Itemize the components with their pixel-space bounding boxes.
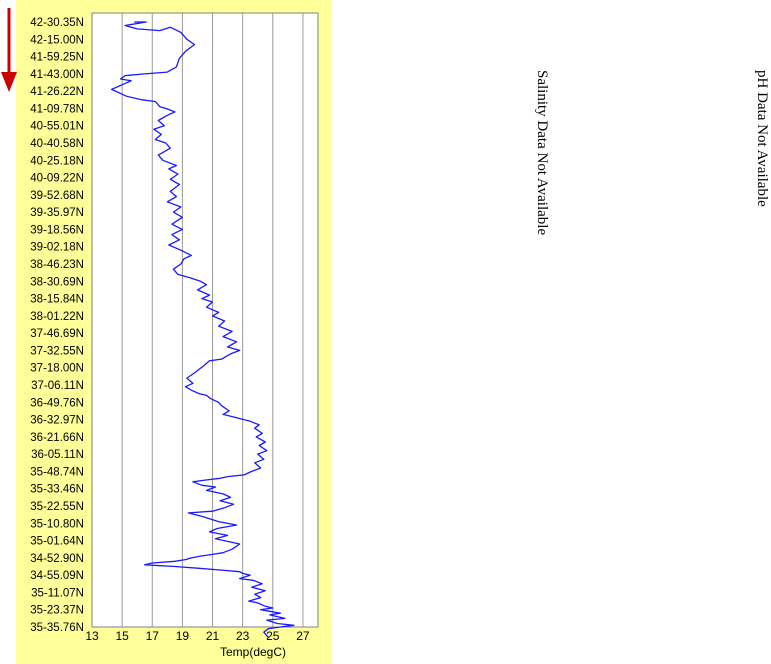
y-tick-label: 38-15.84N — [30, 294, 84, 306]
direction-arrow-icon — [1, 8, 17, 92]
x-tick-label: 17 — [146, 629, 160, 643]
temperature-line — [110, 21, 295, 638]
x-tick-label: 25 — [266, 629, 280, 643]
y-tick-label: 35-23.37N — [30, 605, 84, 617]
y-tick-label: 35-48.74N — [30, 466, 84, 478]
plot-area — [91, 12, 319, 628]
y-tick-label: 39-02.18N — [30, 242, 84, 254]
x-tick-label: 27 — [296, 629, 310, 643]
y-tick-label: 34-55.09N — [30, 570, 84, 582]
y-tick-label: 36-49.76N — [30, 397, 84, 409]
y-tick-label: 38-30.69N — [30, 276, 84, 288]
y-tick-label: 39-35.97N — [30, 207, 84, 219]
y-tick-label: 42-15.00N — [30, 34, 84, 46]
y-tick-label: 40-09.22N — [30, 173, 84, 185]
y-tick-label: 41-59.25N — [30, 52, 84, 64]
y-tick-label: 39-52.68N — [30, 190, 84, 202]
y-tick-label: 35-35.76N — [30, 622, 84, 634]
y-tick-label: 36-05.11N — [31, 449, 84, 461]
x-tick-label: 19 — [176, 629, 190, 643]
y-tick-label: 40-55.01N — [30, 121, 84, 133]
y-tick-labels: 42-30.35N 42-15.00N 41-59.25N 41-43.00N 41-2… — [30, 17, 84, 634]
x-tick-label: 13 — [85, 629, 99, 643]
y-tick-label: 39-18.56N — [30, 224, 84, 236]
x-tick-label: 21 — [206, 629, 220, 643]
x-axis-label: Temp(degC) — [220, 645, 286, 659]
grid-lines — [121, 13, 304, 627]
y-tick-label: 38-01.22N — [30, 311, 84, 323]
y-tick-label: 42-30.35N — [30, 17, 84, 29]
y-tick-label: 40-40.58N — [30, 138, 84, 150]
salinity-unavailable-note: Salinity Data Not Available — [534, 70, 550, 236]
y-tick-label: 41-43.00N — [30, 69, 84, 81]
y-tick-label: 37-32.55N — [30, 345, 84, 357]
y-tick-label: 37-18.00N — [30, 363, 84, 375]
y-tick-label: 37-46.69N — [30, 328, 84, 340]
x-tick-label: 23 — [236, 629, 250, 643]
y-tick-label: 40-25.18N — [30, 155, 84, 167]
y-tick-label: 37-06.11N — [31, 380, 84, 392]
y-tick-label: 35-33.46N — [30, 484, 84, 496]
y-tick-label: 35-22.55N — [30, 501, 84, 513]
y-tick-label: 34-52.90N — [30, 553, 84, 565]
y-tick-label: 38-46.23N — [30, 259, 84, 271]
y-tick-label: 41-26.22N — [30, 86, 84, 98]
x-tick-label: 15 — [115, 629, 129, 643]
y-tick-label: 41-09.78N — [30, 103, 84, 115]
y-tick-label: 36-32.97N — [30, 415, 84, 427]
y-tick-label: 35-11.07N — [31, 587, 84, 599]
y-tick-label: 35-10.80N — [30, 518, 84, 530]
x-tick-labels: 13 15 17 19 21 23 25 27 — [85, 629, 310, 643]
y-tick-label: 35-01.64N — [30, 536, 84, 548]
y-tick-label: 36-21.66N — [30, 432, 84, 444]
ph-unavailable-note: pH Data Not Available — [754, 70, 770, 207]
